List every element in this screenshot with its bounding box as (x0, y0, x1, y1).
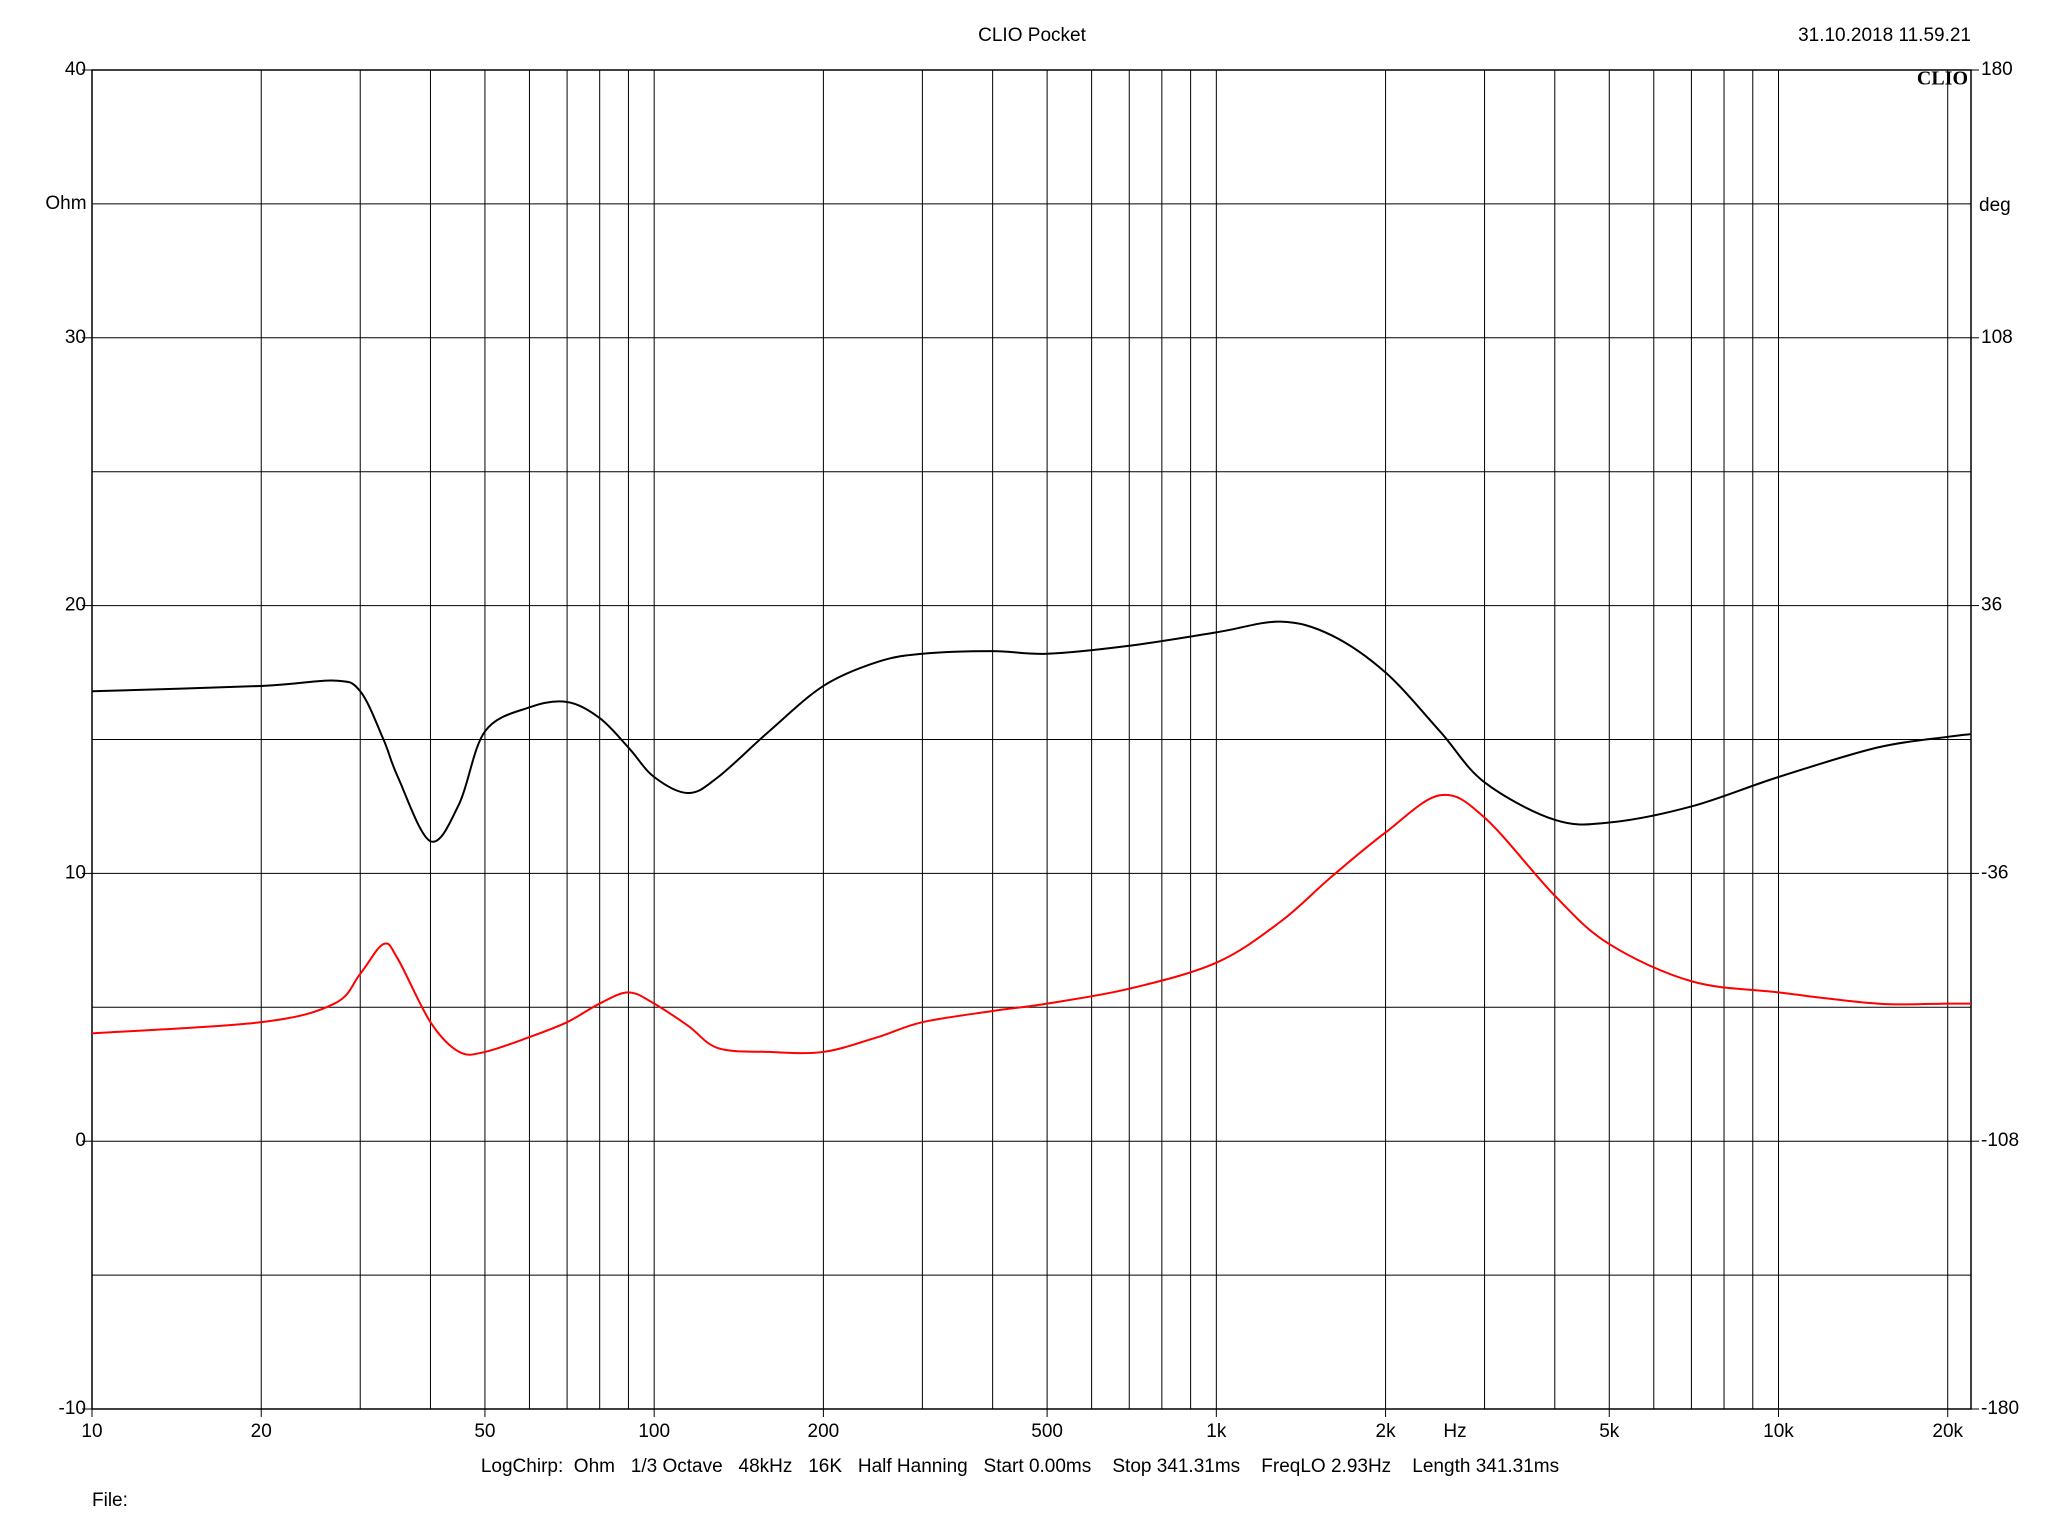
y-tick-label: 40 (65, 59, 86, 80)
x-tick-label: 100 (638, 1421, 670, 1442)
timestamp: 31.10.2018 11.59.21 (1798, 25, 1971, 46)
x-axis-label: Hz (1443, 1421, 1466, 1442)
y2-tick-label: 36 (1981, 595, 2002, 616)
data-line (91, 793, 1971, 1056)
y2-tick-label: 108 (1981, 327, 2013, 348)
x-tick-label: 20 (251, 1421, 272, 1442)
y2-tick-label: -36 (1981, 862, 2008, 883)
chart-title: CLIO Pocket (978, 25, 1086, 46)
y-axis-label: Ohm (45, 193, 86, 214)
logo: CLIO (1917, 68, 1968, 90)
x-tick-label: 200 (808, 1421, 840, 1442)
y2-tick-label: 180 (1981, 59, 2013, 80)
x-tick-label: 50 (474, 1421, 495, 1442)
file-label: File: (92, 1490, 128, 1511)
y-tick-label: 20 (65, 595, 86, 616)
y2-axis-label: deg (1979, 195, 2011, 216)
y2-tick-label: -180 (1981, 1398, 2019, 1419)
x-tick-label: 2k (1376, 1421, 1397, 1442)
x-tick-label: 10 (81, 1421, 102, 1442)
x-tick-label: 20k (1932, 1421, 1963, 1442)
y-tick-label: -10 (59, 1398, 86, 1419)
y2-tick-label: -108 (1981, 1130, 2019, 1151)
footer: LogChirp: Ohm 1/3 Octave 48kHz 16K Half … (481, 1456, 1559, 1477)
y-tick-label: 0 (75, 1130, 86, 1151)
x-tick-label: 10k (1763, 1421, 1794, 1442)
x-tick-label: 5k (1599, 1421, 1620, 1442)
data-line (91, 620, 1972, 843)
plot-frame (91, 69, 1972, 1410)
y-tick-label: 30 (65, 327, 86, 348)
x-tick-label: 500 (1031, 1421, 1063, 1442)
y-tick-label: 10 (65, 862, 86, 883)
x-tick-label: 1k (1206, 1421, 1227, 1442)
